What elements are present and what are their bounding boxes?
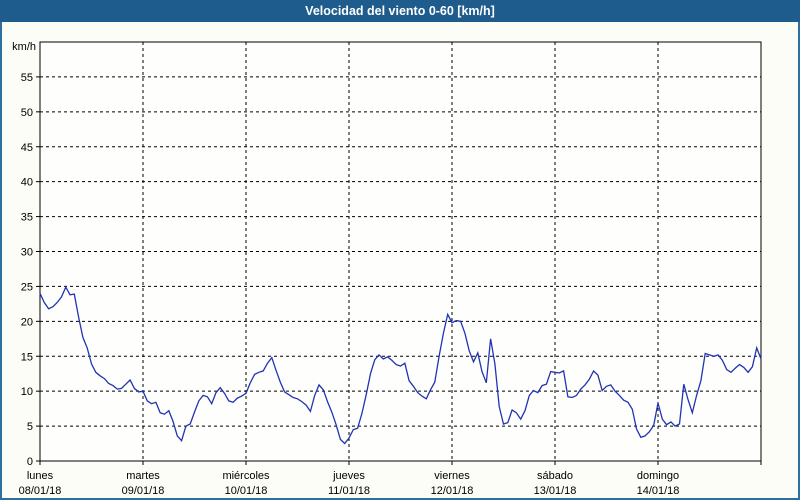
- day-name-label: domingo: [637, 470, 679, 482]
- day-date-label: 09/01/18: [122, 485, 165, 497]
- day-date-label: 08/01/18: [19, 485, 62, 497]
- day-date-label: 10/01/18: [225, 485, 268, 497]
- y-tick-label: 5: [27, 421, 33, 433]
- y-tick-label: 50: [21, 107, 33, 119]
- y-tick-label: 30: [21, 247, 33, 259]
- day-name-label: lunes: [27, 470, 54, 482]
- wind-speed-line: [39, 285, 762, 445]
- y-tick-label: 40: [21, 177, 33, 189]
- day-date-label: 12/01/18: [431, 485, 474, 497]
- chart-title: Velocidad del viento 0-60 [km/h]: [305, 4, 495, 18]
- day-date-label: 13/01/18: [534, 485, 577, 497]
- y-tick-label: 0: [27, 456, 33, 468]
- day-name-label: viernes: [434, 470, 470, 482]
- y-tick-label: 10: [21, 386, 33, 398]
- y-tick-label: 35: [21, 212, 33, 224]
- y-tick-label: 25: [21, 281, 33, 293]
- day-name-label: sábado: [537, 470, 573, 482]
- y-tick-label: 55: [21, 72, 33, 84]
- day-name-label: martes: [126, 470, 160, 482]
- title-bar: Velocidad del viento 0-60 [km/h]: [0, 0, 800, 22]
- day-name-label: miércoles: [222, 470, 270, 482]
- day-date-label: 11/01/18: [328, 485, 370, 497]
- day-date-label: 14/01/18: [637, 485, 680, 497]
- day-name-label: jueves: [332, 470, 365, 482]
- y-axis-unit-label: km/h: [12, 41, 36, 53]
- y-tick-label: 45: [21, 142, 33, 154]
- y-tick-label: 20: [21, 316, 33, 328]
- y-tick-label: 15: [21, 351, 33, 363]
